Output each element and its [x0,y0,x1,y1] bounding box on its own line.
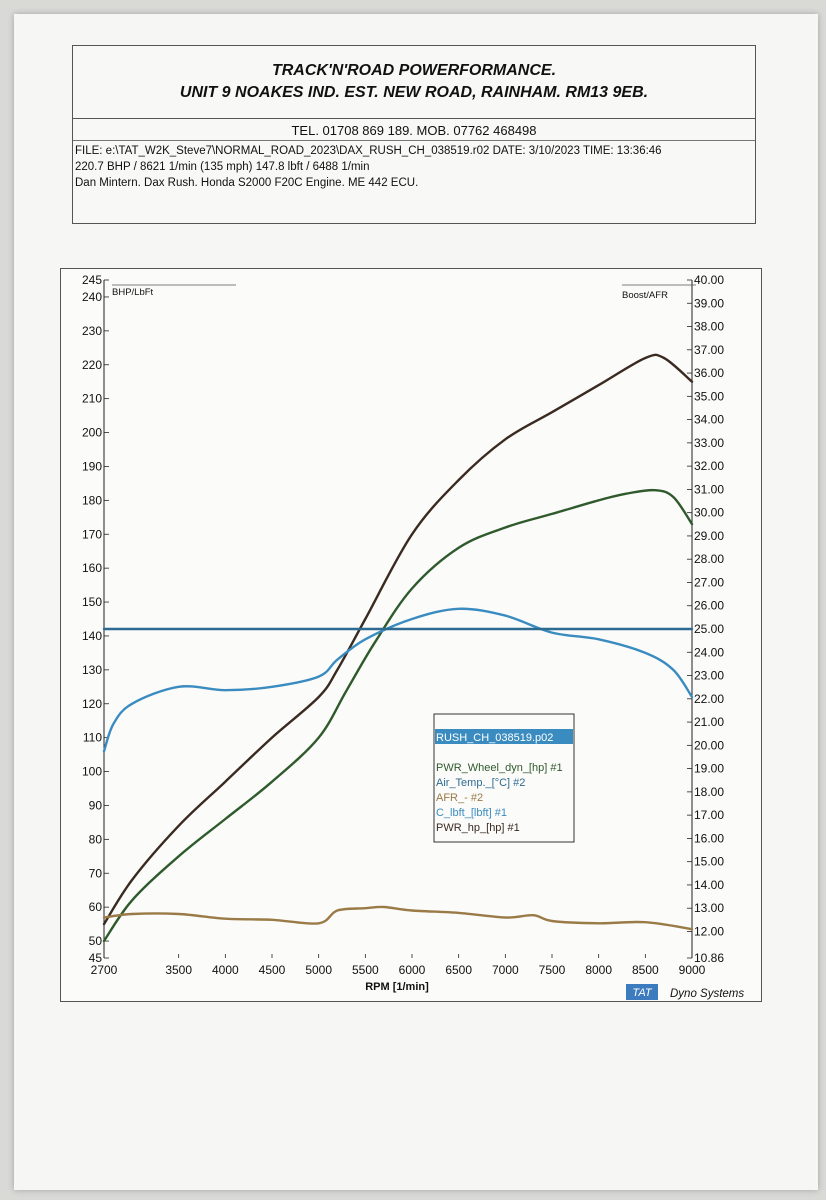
y-tick-label: 90 [89,798,103,812]
y2-tick-label: 22.00 [694,692,724,706]
x-tick-label: 4500 [259,963,286,977]
legend: RUSH_CH_038519.p02 PWR_Wheel_dyn_[hp] #1 A… [433,713,575,843]
vehicle-line: Dan Mintern. Dax Rush. Honda S2000 F20C … [75,177,419,189]
x-tick-label: 8000 [585,963,612,977]
y-tick-label: 160 [82,561,102,575]
y2-tick-label: 15.00 [694,855,724,869]
legend-entry: Air_Temp._[°C] #2 [436,777,525,789]
series-line-pwr-hp-hp-1 [102,353,694,926]
y2-tick-label: 13.00 [694,901,724,915]
y-tick-label: 170 [82,527,102,541]
y2-tick-label: 39.00 [694,296,724,310]
y2-tick-label: 32.00 [694,459,724,473]
x-tick-label: 6000 [399,963,426,977]
y2-tick-label: 38.00 [694,320,724,334]
y2-tick-label: 26.00 [694,599,724,613]
y2-tick-label: 17.00 [694,808,724,822]
y2-tick-label: 27.00 [694,575,724,589]
x-tick-label: 3500 [165,963,192,977]
company-header: TRACK'N'ROAD POWERFORMANCE. UNIT 9 NOAKE… [72,45,756,119]
y2-tick-label: 34.00 [694,413,724,427]
y2-tick-label: 40.00 [694,273,724,287]
y2-tick-label: 18.00 [694,785,724,799]
file-line: FILE: e:\TAT_W2K_Steve7\NORMAL_ROAD_2023… [75,145,662,157]
y2-tick-label: 25.00 [694,622,724,636]
y-tick-label: 140 [82,629,102,643]
y2-axis-label: Boost/AFR [622,290,668,301]
axes-layer: 45 50 60 70 80 90 100 110 120 130 140 150 160 170 180 1… [82,273,724,977]
y-tick-label: 180 [82,493,102,507]
series-line-c-lbft-lbft-1 [102,607,694,753]
legend-entry: C_lbft_[lbft] #1 [436,807,507,819]
x-tick-label: 4000 [212,963,239,977]
legend-entry: PWR_hp_[hp] #1 [436,822,520,834]
y-tick-label: 110 [83,731,102,745]
y-tick-label: 200 [82,426,102,440]
y2-tick-label: 31.00 [694,482,724,496]
tat-badge-text: TAT [632,987,652,999]
y-tick-label: 70 [89,866,103,880]
legend-entry: AFR_- #2 [436,792,483,804]
x-tick-label: 5500 [352,963,379,977]
y-tick-label: 245 [82,273,102,287]
y-axis-label: BHP/LbFt [112,287,154,298]
y-tick-label: 220 [82,358,102,372]
x-axis-label: RPM [1/min] [365,981,429,993]
y2-tick-label: 20.00 [694,738,724,752]
x-tick-label: 2700 [91,963,118,977]
y2-tick-label: 33.00 [694,436,724,450]
x-tick-label: 6500 [445,963,472,977]
legend-entry: PWR_Wheel_dyn_[hp] #1 [436,762,563,774]
y-tick-label: 230 [82,324,102,338]
y-tick-label: 60 [89,900,103,914]
x-tick-label: 9000 [679,963,706,977]
y-tick-label: 120 [82,697,102,711]
y2-tick-label: 36.00 [694,366,724,380]
run-info-box: TEL. 01708 869 189. MOB. 07762 468498 FI… [72,118,756,224]
brand-name: Dyno Systems [670,988,744,1000]
summary-line: 220.7 BHP / 8621 1/min (135 mph) 147.8 l… [75,161,370,173]
y2-tick-label: 29.00 [694,529,724,543]
y-tick-label: 130 [82,663,102,677]
y2-tick-label: 16.00 [694,831,724,845]
y2-tick-label: 23.00 [694,669,724,683]
y2-tick-label: 19.00 [694,762,724,776]
dyno-chart-frame [60,268,762,1002]
series-line-pwr-wheel-dyn-hp-1 [102,488,694,943]
y2-tick-label: 24.00 [694,645,724,659]
y2-tick-label: 30.00 [694,506,724,520]
company-name: TRACK'N'ROAD POWERFORMANCE. [271,62,557,79]
y-tick-label: 240 [82,290,102,304]
divider [73,140,755,141]
telephone-line: TEL. 01708 869 189. MOB. 07762 468498 [291,123,537,138]
y2-tick-label: 35.00 [694,389,724,403]
x-tick-label: 7500 [539,963,566,977]
series-layer [102,353,694,943]
y-tick-label: 210 [82,392,102,406]
y2-tick-label: 14.00 [694,878,724,892]
x-tick-label: 7000 [492,963,519,977]
legend-title-bar [435,729,573,744]
company-address: UNIT 9 NOAKES IND. EST. NEW ROAD, RAINHA… [179,84,649,101]
y-tick-label: 45 [89,951,103,965]
y2-tick-label: 37.00 [694,343,724,357]
y2-tick-label: 21.00 [694,715,724,729]
series-line-afr-2 [102,905,694,931]
y-tick-label: 190 [82,459,102,473]
y-tick-label: 150 [82,595,102,609]
x-tick-label: 5000 [305,963,332,977]
y2-tick-label: 28.00 [694,552,724,566]
y-tick-label: 100 [82,765,102,779]
legend-title: RUSH_CH_038519.p02 [436,732,553,744]
x-tick-label: 8500 [632,963,659,977]
y2-tick-label: 10.86 [694,951,724,965]
tat-badge [626,984,658,1000]
y-tick-label: 80 [89,832,103,846]
y-tick-label: 50 [89,934,103,948]
y2-tick-label: 12.00 [694,924,724,938]
